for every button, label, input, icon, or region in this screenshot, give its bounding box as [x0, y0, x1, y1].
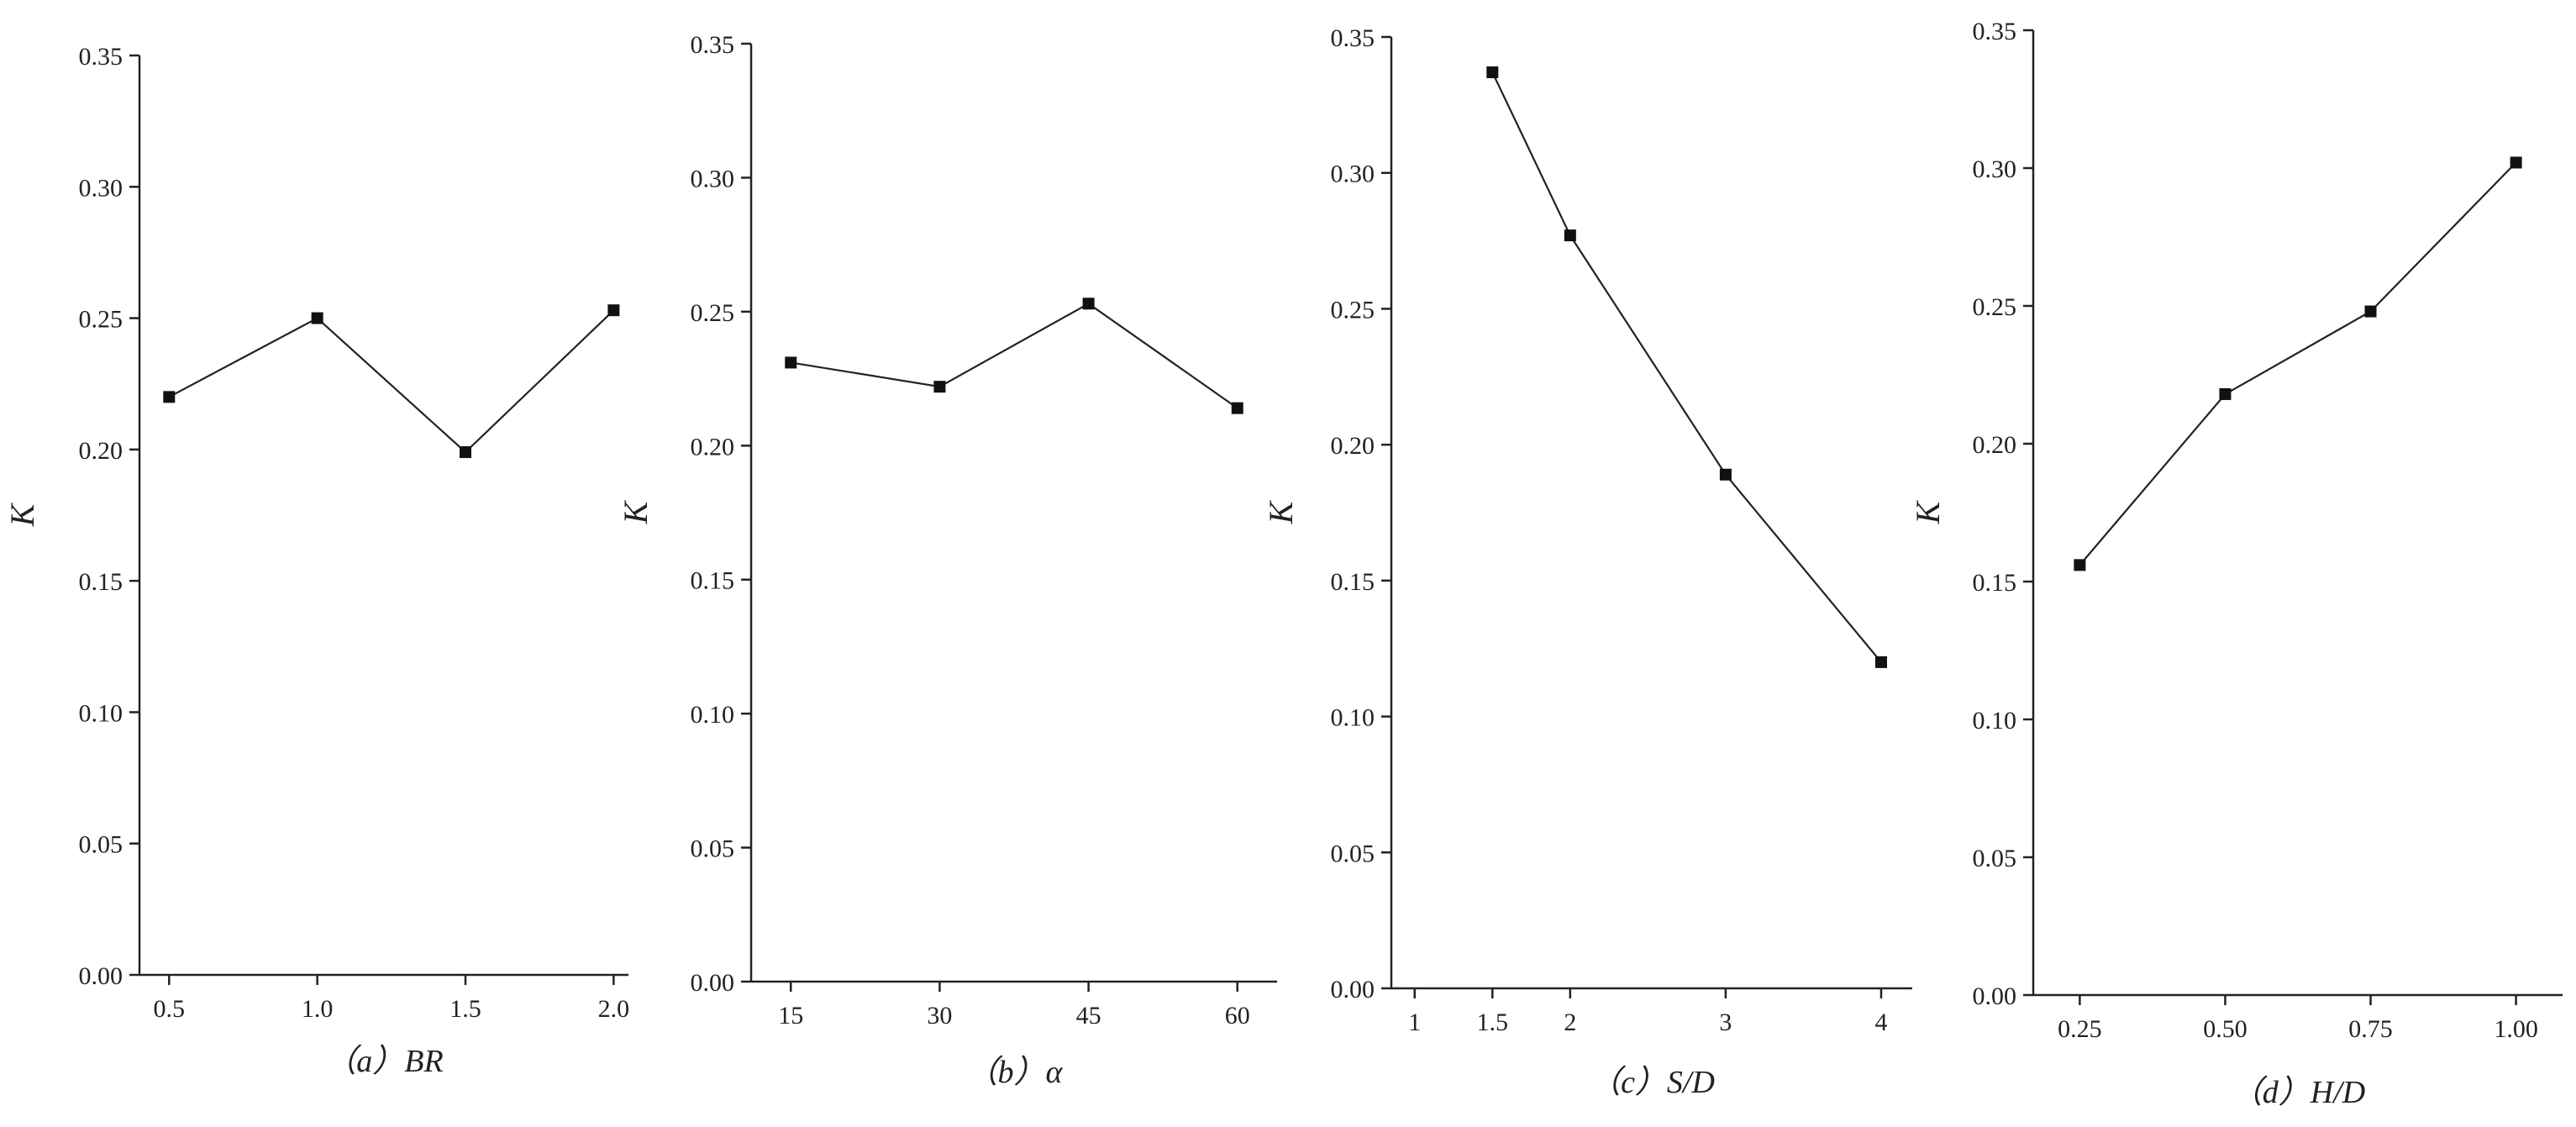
- y-tick-label: 0.35: [1331, 24, 1375, 52]
- x-tick-label: 1.0: [302, 995, 334, 1023]
- y-tick-label: 0.25: [79, 306, 124, 334]
- y-tick-label: 0.35: [1973, 18, 2017, 45]
- y-tick-label: 0.20: [691, 433, 735, 461]
- panel-caption: （a）BR: [324, 1044, 443, 1079]
- y-tick-label: 0.25: [1331, 296, 1375, 324]
- y-tick-label: 0.35: [691, 31, 735, 59]
- x-tick-label: 1: [1408, 1009, 1421, 1036]
- y-tick-label: 0.20: [79, 437, 124, 465]
- y-tick-label: 0.30: [1331, 161, 1375, 188]
- y-tick-label: 0.05: [1973, 845, 2017, 872]
- y-tick-label: 0.25: [1973, 293, 2017, 321]
- y-tick-label: 0.10: [1973, 707, 2017, 735]
- data-point: [785, 356, 797, 369]
- y-tick-label: 0.05: [79, 831, 124, 859]
- chart-panel-4: 0.00 0.05 0.10 0.15 0.20 0.25 0.30 0.35 0.25 0.50…: [1909, 18, 2563, 1110]
- chart-panel-3: 0.00 0.05 0.10 0.15 0.20 0.25 0.30 0.35 1 1.5 2 3 4 K…: [1262, 24, 1912, 1100]
- x-tick-label: 1.5: [1477, 1009, 1509, 1036]
- y-tick-label: 0.10: [1331, 704, 1375, 732]
- data-point: [2364, 305, 2377, 318]
- x-tick-label: 0.75: [2348, 1015, 2393, 1043]
- x-tick-label: 0.25: [2058, 1015, 2102, 1043]
- panel-caption: （c）S/D: [1589, 1065, 1715, 1100]
- data-point: [1231, 402, 1243, 414]
- y-tick-label: 0.20: [1973, 431, 2017, 459]
- x-tick-label: 3: [1719, 1009, 1732, 1036]
- x-tick-label: 1.00: [2494, 1015, 2538, 1043]
- x-tick-label: 45: [1076, 1002, 1101, 1030]
- data-point: [1874, 656, 1887, 668]
- series-line: [1491, 71, 1882, 663]
- data-point: [1082, 298, 1095, 310]
- x-tick-label: 15: [778, 1002, 803, 1030]
- data-point: [1486, 66, 1499, 79]
- data-point: [1564, 229, 1576, 242]
- data-point: [163, 391, 176, 403]
- data-point: [1719, 468, 1732, 481]
- panel-caption: （b）α: [966, 1055, 1064, 1090]
- x-tick-label: 2.0: [598, 995, 630, 1023]
- chart-panel-2: 0.00 0.05 0.10 0.15 0.20 0.25 0.30 0.35 15 30 45 60…: [617, 31, 1277, 1090]
- x-tick-label: 2: [1564, 1009, 1576, 1036]
- data-point: [460, 445, 471, 458]
- y-axis-label: K: [1262, 499, 1300, 524]
- data-point: [2074, 559, 2086, 571]
- panel-caption: （d）H/D: [2231, 1075, 2365, 1110]
- data-point: [2510, 156, 2522, 169]
- y-tick-label: 0.10: [691, 701, 735, 729]
- y-tick-label: 0.10: [79, 699, 124, 727]
- y-tick-label: 0.00: [79, 962, 124, 990]
- series-line: [168, 309, 615, 454]
- y-tick-label: 0.15: [691, 567, 735, 595]
- x-tick-label: 0.50: [2203, 1015, 2247, 1043]
- y-tick-label: 0.05: [1331, 840, 1375, 867]
- data-point: [311, 312, 323, 324]
- data-point: [2219, 387, 2232, 400]
- x-tick-label: 60: [1225, 1002, 1250, 1030]
- y-tick-label: 0.15: [1973, 569, 2017, 597]
- x-tick-label: 1.5: [449, 995, 481, 1023]
- y-tick-label: 0.15: [1331, 568, 1375, 596]
- x-tick-label: 0.5: [154, 995, 186, 1023]
- y-tick-label: 0.35: [79, 43, 124, 71]
- y-tick-label: 0.05: [691, 835, 735, 863]
- y-tick-label: 0.25: [691, 299, 735, 327]
- y-tick-label: 0.30: [1973, 155, 2017, 183]
- y-tick-label: 0.00: [1973, 982, 2017, 1010]
- y-tick-label: 0.00: [1331, 976, 1375, 1003]
- y-tick-label: 0.20: [1331, 432, 1375, 460]
- series-line: [2079, 161, 2517, 566]
- y-tick-label: 0.00: [691, 969, 735, 997]
- series-line: [791, 303, 1238, 409]
- y-tick-label: 0.30: [691, 165, 735, 192]
- data-point: [607, 304, 620, 317]
- y-tick-label: 0.15: [79, 568, 124, 596]
- y-axis-label: K: [1909, 499, 1947, 524]
- data-point: [933, 381, 946, 393]
- y-axis-label: K: [617, 499, 655, 524]
- y-axis-label: K: [3, 502, 41, 527]
- chart-panel-1: 0.00 0.05 0.10 0.15 0.20 0.25 0.30 0.35 0.5 1.0 1.…: [3, 43, 629, 1079]
- x-tick-label: 4: [1874, 1009, 1887, 1036]
- y-tick-label: 0.30: [79, 174, 124, 202]
- x-tick-label: 30: [927, 1002, 952, 1030]
